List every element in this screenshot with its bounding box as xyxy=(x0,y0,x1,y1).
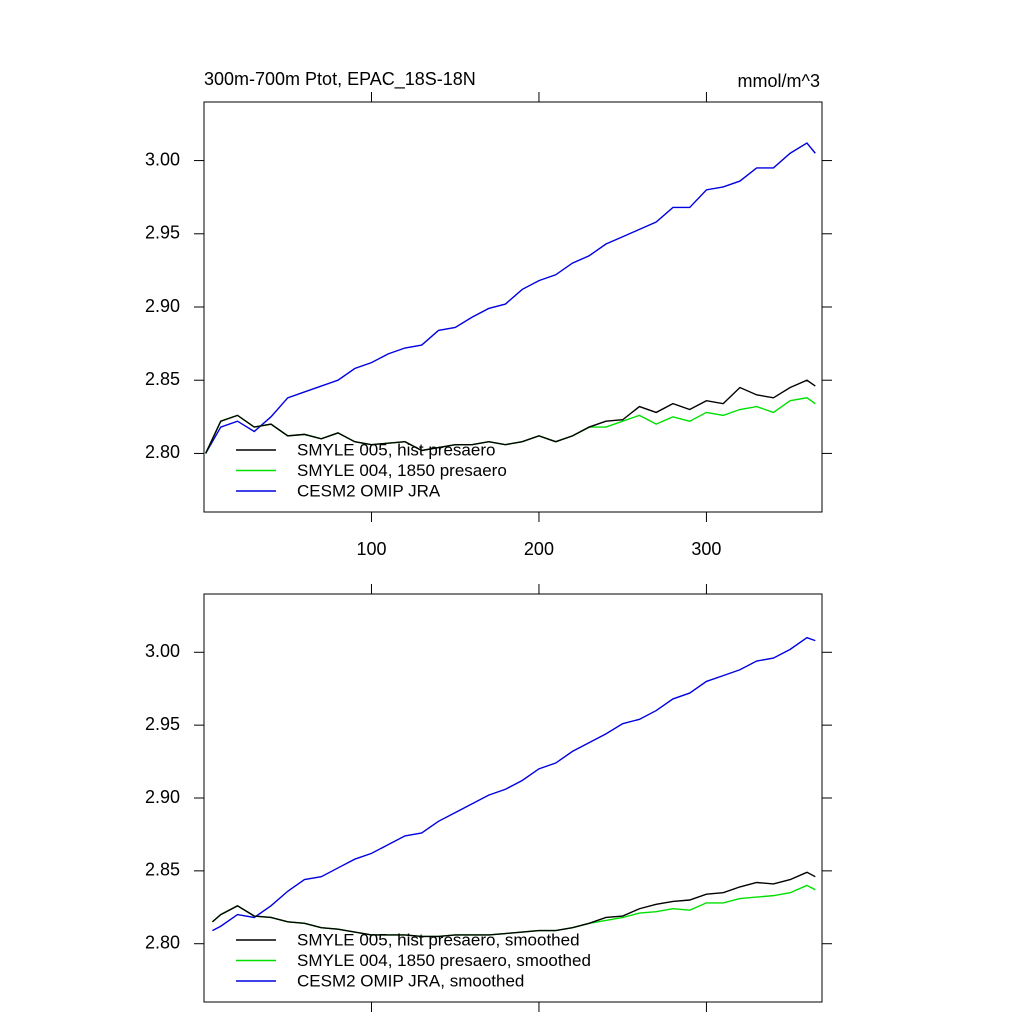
y-tick-label: 3.00 xyxy=(145,641,180,661)
y-tick-label: 2.85 xyxy=(145,860,180,880)
x-tick-label: 200 xyxy=(524,539,554,559)
y-tick-label: 2.85 xyxy=(145,369,180,389)
x-tick-label: 100 xyxy=(356,539,386,559)
legend-label: CESM2 OMIP JRA, smoothed xyxy=(297,971,524,990)
legend-label: CESM2 OMIP JRA xyxy=(297,481,441,500)
series-line xyxy=(205,379,816,454)
legend-label: SMYLE 005, hist presaero xyxy=(297,440,495,459)
y-tick-label: 3.00 xyxy=(145,149,180,169)
x-tick-label: 300 xyxy=(691,539,721,559)
y-tick-label: 2.80 xyxy=(145,442,180,462)
plot-frame xyxy=(203,593,823,1003)
legend-label: SMYLE 004, 1850 presaero xyxy=(297,461,507,480)
chart-title: 300m-700m Ptot, EPAC_18S-18N xyxy=(204,69,476,90)
legend-label: SMYLE 004, 1850 presaero, smoothed xyxy=(297,951,591,970)
series-line xyxy=(211,884,816,938)
y-tick-label: 2.95 xyxy=(145,223,180,243)
y-tick-label: 2.80 xyxy=(145,932,180,952)
plot-frame xyxy=(203,101,823,513)
legend-label: SMYLE 005, hist presaero, smoothed xyxy=(297,930,580,949)
y-tick-label: 2.90 xyxy=(145,296,180,316)
series-line xyxy=(212,636,816,932)
y-tick-label: 2.95 xyxy=(145,714,180,734)
series-line xyxy=(211,871,816,938)
units-label: mmol/m^3 xyxy=(738,71,820,91)
y-tick-label: 2.90 xyxy=(145,787,180,807)
series-line xyxy=(205,142,816,454)
